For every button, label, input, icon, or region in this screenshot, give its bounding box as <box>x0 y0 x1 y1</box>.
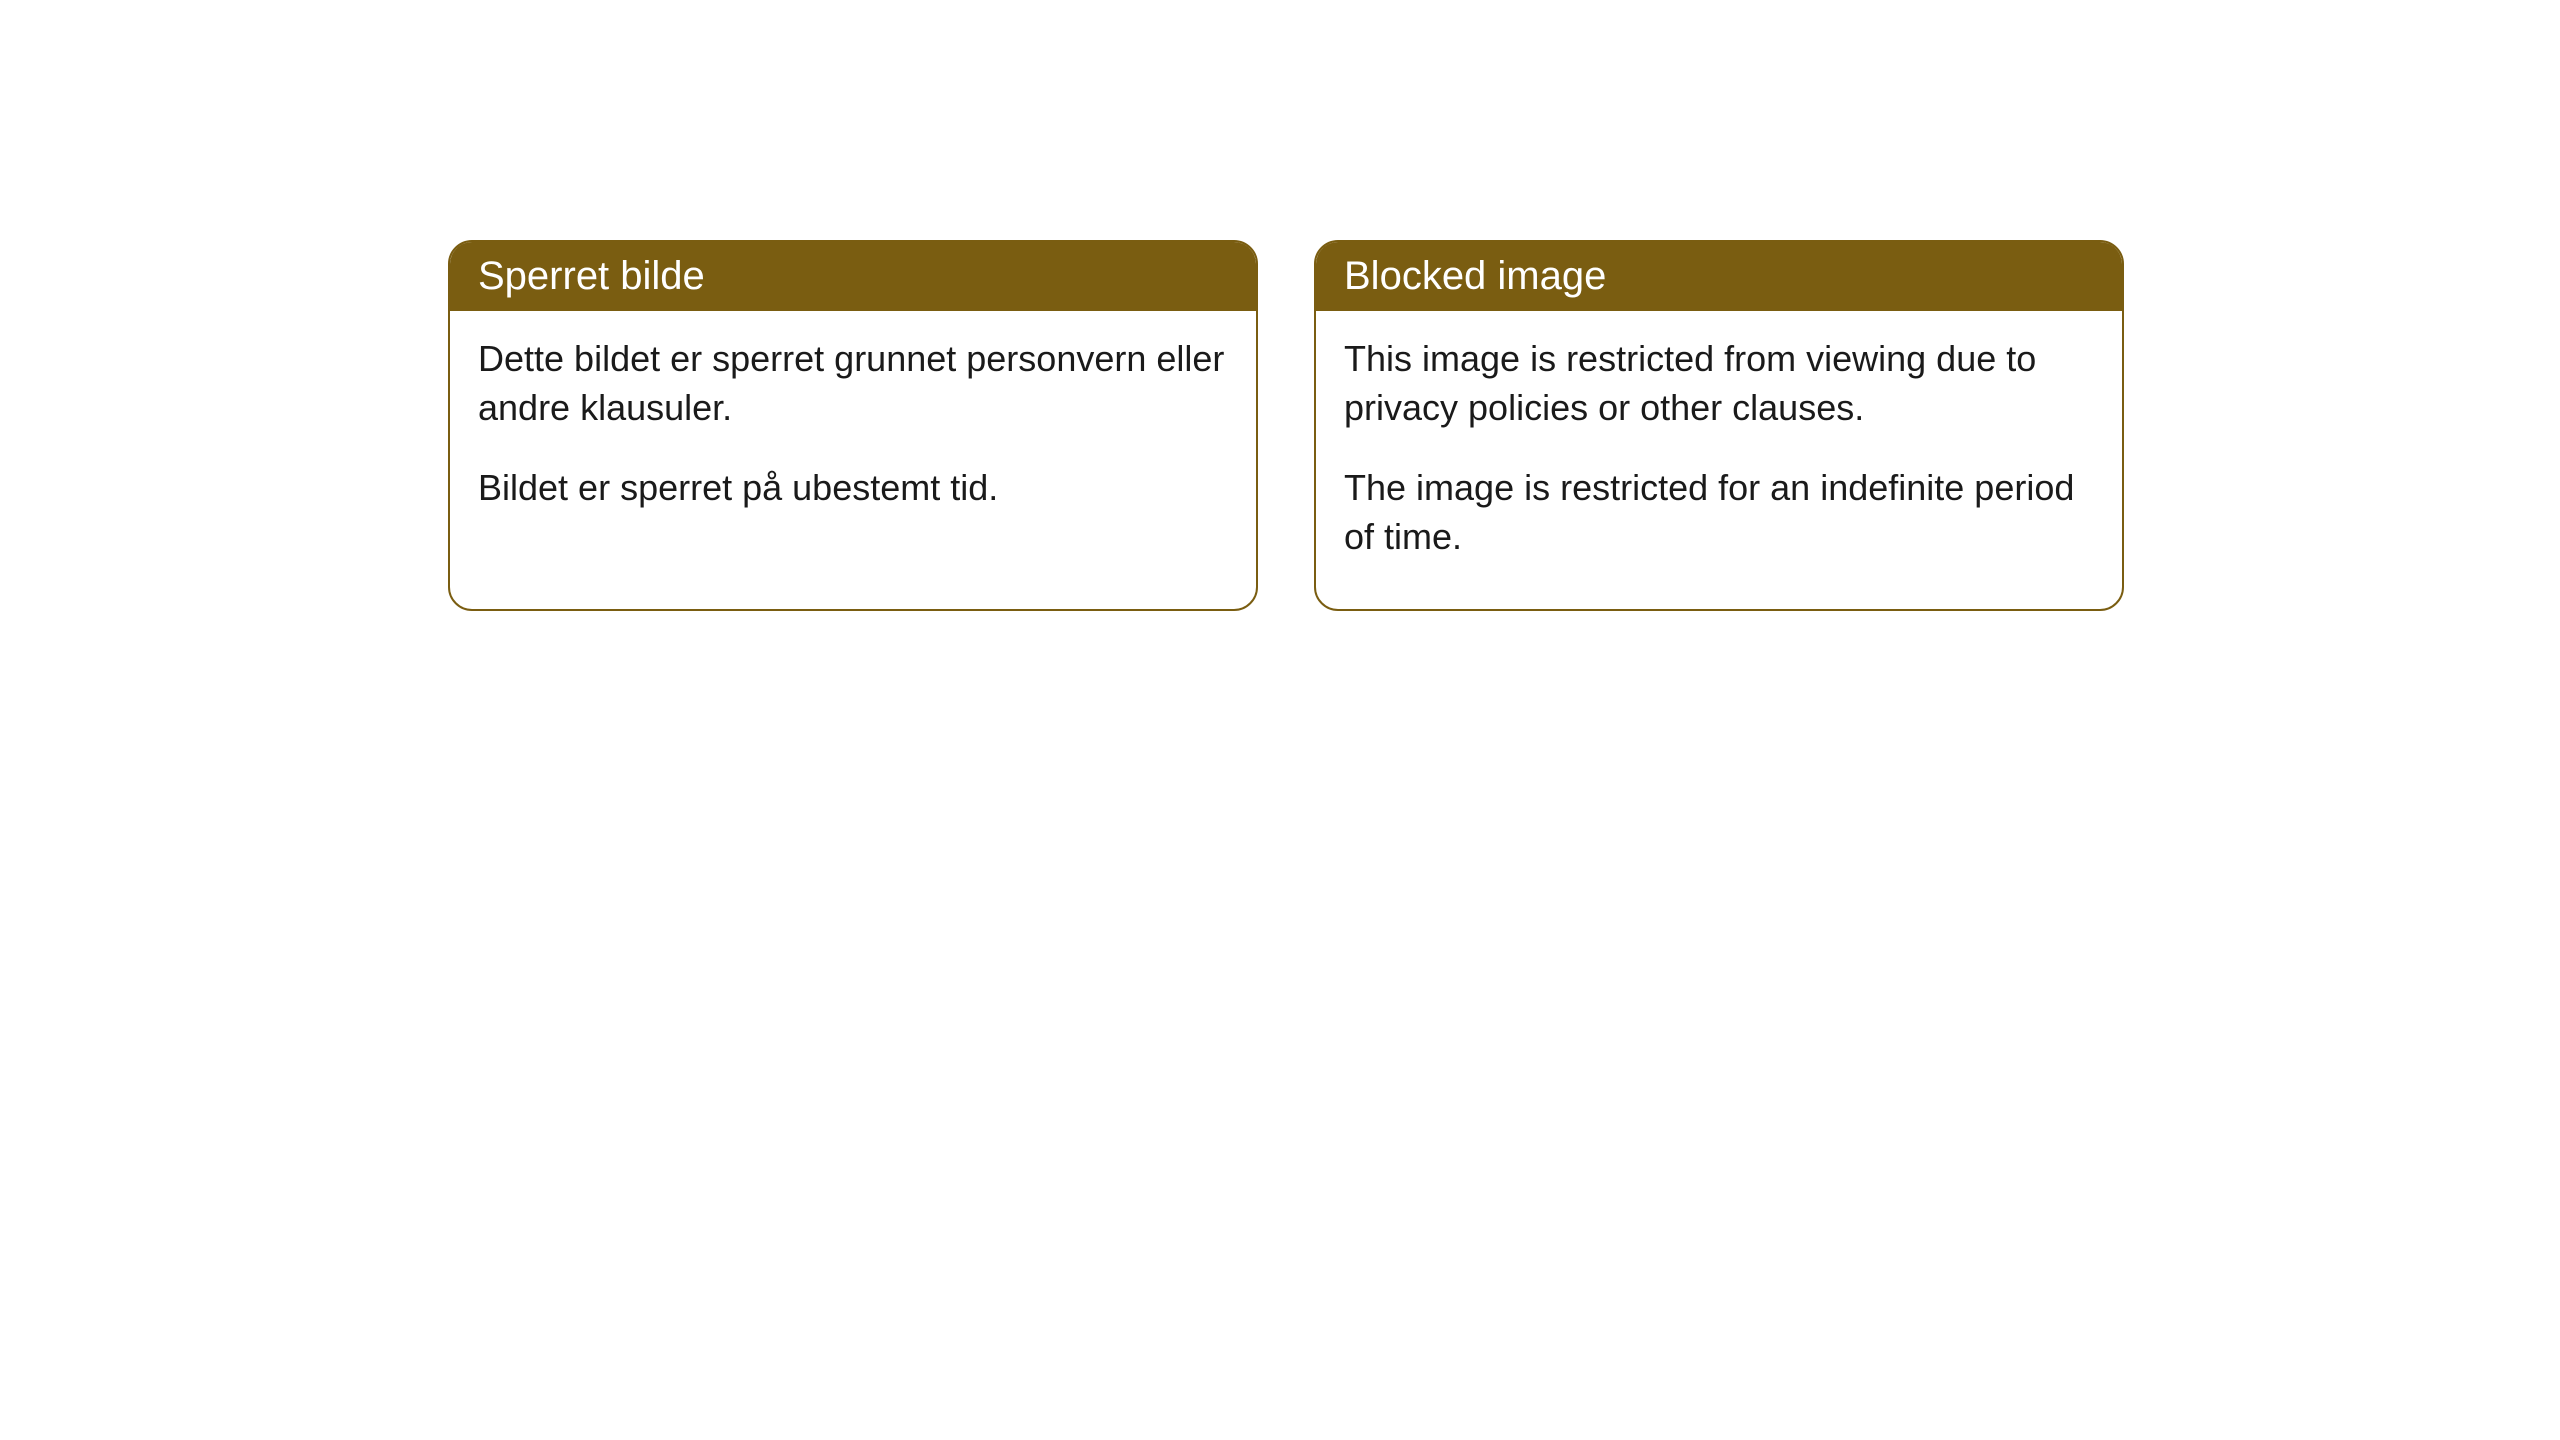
blocked-image-card-english: Blocked image This image is restricted f… <box>1314 240 2124 611</box>
card-body: Dette bildet er sperret grunnet personve… <box>450 311 1256 561</box>
card-header: Blocked image <box>1316 242 2122 311</box>
blocked-image-card-norwegian: Sperret bilde Dette bildet er sperret gr… <box>448 240 1258 611</box>
cards-container: Sperret bilde Dette bildet er sperret gr… <box>0 0 2560 611</box>
card-paragraph-1: Dette bildet er sperret grunnet personve… <box>478 335 1228 432</box>
card-title: Blocked image <box>1344 254 1606 298</box>
card-paragraph-1: This image is restricted from viewing du… <box>1344 335 2094 432</box>
card-title: Sperret bilde <box>478 254 705 298</box>
card-paragraph-2: The image is restricted for an indefinit… <box>1344 464 2094 561</box>
card-paragraph-2: Bildet er sperret på ubestemt tid. <box>478 464 1228 513</box>
card-header: Sperret bilde <box>450 242 1256 311</box>
card-body: This image is restricted from viewing du… <box>1316 311 2122 609</box>
